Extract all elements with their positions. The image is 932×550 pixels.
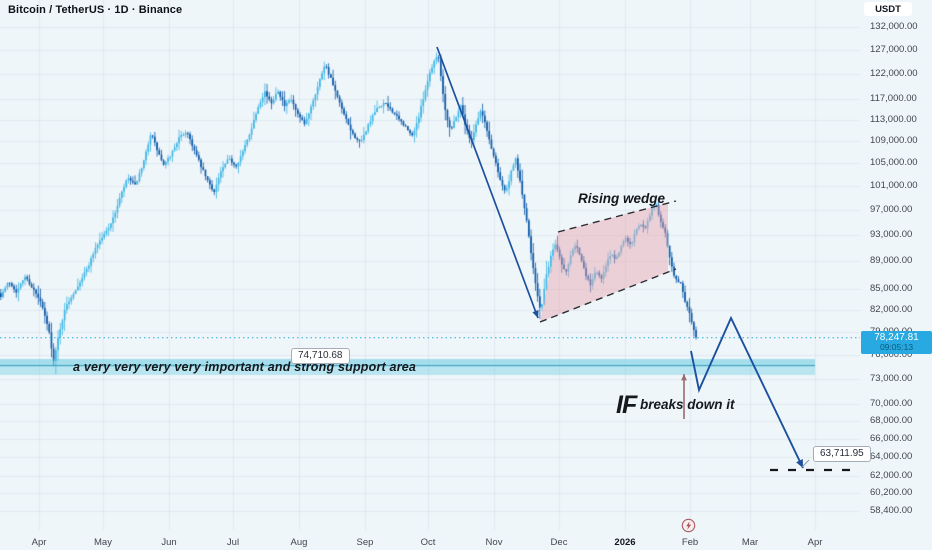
time-tick-label: Dec [550, 537, 568, 548]
price-tick-label: 73,000.00 [870, 372, 913, 384]
target-dashed-line[interactable] [770, 459, 856, 472]
price-tick-label: 66,000.00 [870, 432, 913, 444]
price-tick-label: 127,000.00 [870, 44, 918, 56]
rising-wedge-drawing[interactable] [539, 200, 677, 323]
breakdown-up-arrow[interactable] [681, 374, 687, 419]
if-text[interactable]: IF [616, 391, 637, 419]
time-tick-label: Aug [290, 537, 308, 548]
current-price-value: 78,247.81 [874, 331, 919, 343]
support-area-text[interactable]: a very very very very important and stro… [73, 360, 417, 374]
price-tick-label: 76,000.00 [870, 348, 913, 360]
price-tick-label: 89,000.00 [870, 255, 913, 267]
time-tick-label: May [94, 537, 112, 548]
time-tick-label: Oct [420, 537, 436, 548]
rising-wedge-label[interactable]: Rising wedge [578, 191, 666, 206]
target-price-label[interactable]: 63,711.95 [813, 446, 871, 462]
symbol-title[interactable]: Bitcoin / TetherUS · 1D · Binance [8, 4, 183, 16]
price-tick-label: 64,000.00 [870, 450, 913, 462]
price-tick-label: 122,000.00 [870, 68, 918, 80]
time-tick-label: Sep [356, 537, 374, 548]
time-tick-label: Jul [226, 537, 240, 548]
price-tick-label: 60,200.00 [870, 487, 913, 499]
price-tick-label: 117,000.00 [870, 92, 917, 104]
price-tick-label: 70,000.00 [870, 397, 913, 409]
price-tick-label: 113,000.00 [870, 113, 917, 125]
price-tick-label: 93,000.00 [870, 229, 913, 241]
price-tick-label: 58,400.00 [870, 505, 913, 517]
price-tick-label: 101,000.00 [870, 180, 918, 192]
time-tick-label: 2026 [614, 537, 636, 548]
support-price-label[interactable]: 74,710.68 [291, 348, 350, 364]
price-tick-label: 62,000.00 [870, 469, 913, 481]
price-tick-label: 109,000.00 [870, 134, 918, 146]
price-tick-label: 82,000.00 [870, 303, 913, 315]
time-tick-label: Nov [485, 537, 503, 548]
lightning-icon [681, 518, 696, 533]
price-tick-label: 85,000.00 [870, 282, 913, 294]
price-tick-label: 132,000.00 [870, 21, 918, 33]
time-tick-label: Apr [807, 537, 823, 548]
projection-zigzag-arrow[interactable] [690, 315, 804, 469]
price-tick-label: 105,000.00 [870, 157, 918, 169]
time-tick-label: Mar [741, 537, 759, 548]
lightning-event-marker[interactable] [681, 518, 696, 538]
time-tick-label: Jun [161, 537, 177, 548]
price-tick-label: 97,000.00 [870, 204, 913, 216]
breaks-down-text[interactable]: breaks down it [640, 397, 735, 412]
downtrend-arrow[interactable] [436, 46, 539, 319]
bar-countdown: 09:05:13 [879, 341, 914, 352]
currency-unit-button[interactable]: USDT [864, 2, 912, 16]
time-tick-label: Apr [31, 537, 47, 548]
time-tick-label: Feb [681, 537, 699, 548]
price-tick-label: 68,000.00 [870, 414, 913, 426]
current-price-badge[interactable]: 78,247.81 09:05:13 [861, 330, 932, 354]
